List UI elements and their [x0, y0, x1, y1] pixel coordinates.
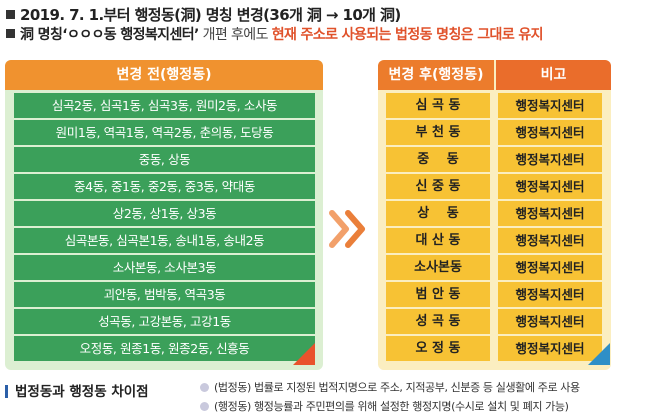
circle-bullet-icon	[200, 383, 209, 392]
before-row: 원미1동, 역곡1동, 역곡2동, 춘의동, 도당동	[14, 120, 315, 145]
legend-line-1: (법정동) 법률로 지정된 법적지명으로 주소, 지적공부, 신분증 등 실생활…	[200, 379, 580, 395]
after-row: 오 정 동	[386, 336, 490, 361]
legend-title-text: 법정동과 행정동 차이점	[15, 384, 149, 400]
note-cell: 행정복지센터	[498, 336, 602, 361]
before-row: 괴안동, 범박동, 역곡3동	[14, 282, 315, 307]
note-cell: 행정복지센터	[498, 309, 602, 334]
notice-line-2: 洞 명칭‘ㅇㅇㅇ동 행정복지센터’ 개편 후에도 현재 주소로 사용되는 법정동…	[6, 24, 544, 44]
legend-line-2: (행정동) 행정능률과 주민편의를 위해 설정한 행정지명(수시로 설치 및 폐…	[200, 398, 569, 414]
before-row: 중4동, 중1동, 중2동, 중3동, 약대동	[14, 174, 315, 199]
before-row: 성곡동, 고강본동, 고강1동	[14, 309, 315, 334]
after-row: 중 동	[386, 147, 490, 172]
page-fold-corner	[293, 343, 315, 365]
note-cell: 행정복지센터	[498, 201, 602, 226]
after-row: 신 중 동	[386, 174, 490, 199]
legend-title: 법정동과 행정동 차이점	[5, 380, 149, 400]
note-cell: 행정복지센터	[498, 147, 602, 172]
before-row: 중동, 상동	[14, 147, 315, 172]
before-row: 소사본동, 소사본3동	[14, 255, 315, 280]
after-row: 대 산 동	[386, 228, 490, 253]
notice-line-2-highlight: 현재 주소로 사용되는 법정동 명칭은 그대로 유지	[271, 27, 544, 43]
note-cell: 행정복지센터	[498, 255, 602, 280]
notice-line-1-text: 2019. 7. 1.부터 행정동(洞) 명칭 변경(36개 洞 → 10개 洞…	[20, 6, 401, 24]
double-chevron-right-icon	[329, 210, 365, 248]
page-fold-corner	[588, 343, 610, 365]
after-row: 심 곡 동	[386, 93, 490, 118]
after-row: 성 곡 동	[386, 309, 490, 334]
after-row: 부 천 동	[386, 120, 490, 145]
header-after: 변경 후(행정동)	[378, 60, 494, 90]
before-row: 심곡2동, 심곡1동, 심곡3동, 원미2동, 소사동	[14, 93, 315, 118]
note-cell: 행정복지센터	[498, 93, 602, 118]
header-note: 비고	[496, 60, 611, 90]
note-cell: 행정복지센터	[498, 282, 602, 307]
after-row: 소사본동	[386, 255, 490, 280]
before-row: 오정동, 원종1동, 원종2동, 신흥동	[14, 336, 315, 361]
legend-line-1-text: (법정동) 법률로 지정된 법적지명으로 주소, 지적공부, 신분증 등 실생활…	[214, 381, 580, 394]
square-bullet-icon	[6, 29, 15, 38]
circle-bullet-icon	[200, 402, 209, 411]
notice-line-2-start: 洞 명칭‘ㅇㅇㅇ동 행정복지센터’	[20, 27, 199, 43]
title-bar-icon	[5, 385, 8, 398]
note-cell: 행정복지센터	[498, 174, 602, 199]
before-row: 상2동, 상1동, 상3동	[14, 201, 315, 226]
notice-line-2-mid: 개편 후에도	[198, 27, 272, 43]
after-row: 범 안 동	[386, 282, 490, 307]
note-cell: 행정복지센터	[498, 228, 602, 253]
notice-line-1: 2019. 7. 1.부터 행정동(洞) 명칭 변경(36개 洞 → 10개 洞…	[6, 4, 401, 25]
header-before: 변경 전(행정동)	[5, 60, 323, 90]
before-row: 심곡본동, 심곡본1동, 송내1동, 송내2동	[14, 228, 315, 253]
square-bullet-icon	[6, 10, 15, 19]
after-row: 상 동	[386, 201, 490, 226]
note-cell: 행정복지센터	[498, 120, 602, 145]
legend-line-2-text: (행정동) 행정능률과 주민편의를 위해 설정한 행정지명(수시로 설치 및 폐…	[214, 400, 569, 413]
